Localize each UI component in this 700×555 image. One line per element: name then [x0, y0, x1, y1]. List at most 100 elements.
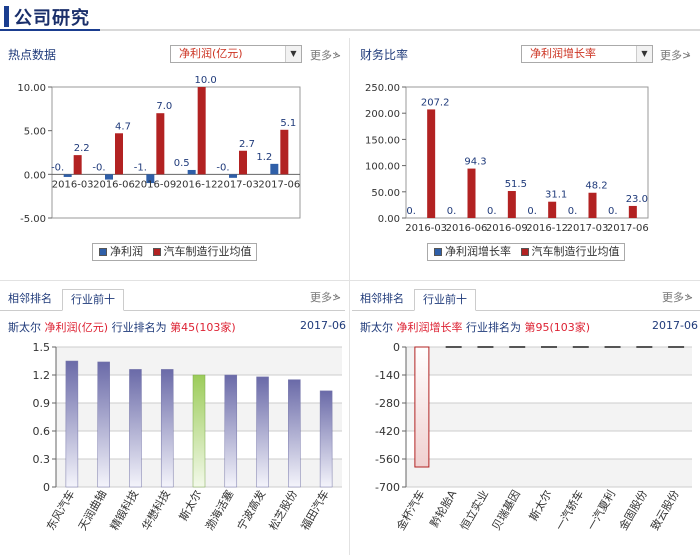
x-tick-label: 2016-12 [526, 223, 568, 234]
grid-band [406, 347, 692, 375]
ratio-more-link[interactable]: 更多> [660, 49, 692, 62]
grid-band [406, 459, 692, 487]
rank-bar [224, 374, 238, 488]
ratio-title: 财务比率 [360, 48, 409, 62]
rank-bar [65, 360, 79, 488]
y-tick-label: 0.00 [24, 170, 46, 181]
x-tick-label: 2016-09 [134, 179, 176, 190]
data-label: 51.5 [505, 179, 527, 190]
x-tick-label: 致云股份 [648, 488, 682, 533]
hot-metric-select-value: 净利润(亿元) [179, 47, 243, 60]
rank-left-rank: 第45(103家) [170, 321, 236, 334]
bar-company [146, 174, 155, 184]
legend-swatch-blue [99, 248, 107, 256]
x-tick-label: 2016-09 [486, 223, 528, 234]
rank-left-rank-text: 行业排名为 [111, 321, 167, 334]
rank-bar [97, 361, 110, 488]
bar-industry [548, 201, 557, 218]
rank-bar [541, 346, 557, 348]
bar-industry [467, 168, 476, 218]
tab-top-ten-right[interactable]: 行业前十 [414, 289, 476, 311]
ratio-legend-series-2: 汽车制造行业均值 [531, 245, 620, 258]
hot-legend-series-1: 净利润 [110, 245, 143, 258]
rank-bar [668, 346, 685, 348]
chevron-down-icon[interactable]: ▼ [636, 46, 652, 62]
rank-left-more-arrow-icon[interactable]: › [334, 289, 339, 302]
rank-right-rank: 第95(103家) [524, 321, 591, 334]
rank-right-date: 2017-06 [652, 319, 698, 332]
rank-right-company: 斯太尔 [360, 321, 393, 334]
vertical-divider [349, 38, 350, 555]
y-tick-label: 0.3 [33, 453, 51, 466]
rank-right-more-link[interactable]: 更多> [662, 291, 694, 304]
grid-band [406, 375, 692, 403]
data-label: 48.2 [585, 181, 607, 192]
bar-company [270, 163, 279, 175]
rank-left-more-label: 更多 [310, 291, 332, 304]
ratio-legend: 净利润增长率 汽车制造行业均值 [427, 243, 625, 261]
x-tick-label: 松芝股份 [266, 488, 300, 533]
legend-swatch-red [152, 248, 161, 256]
data-label: 4.7 [115, 121, 131, 132]
data-label: 0. [406, 206, 416, 217]
rank-right-more-arrow-icon[interactable]: › [686, 289, 691, 302]
bar-company [105, 174, 113, 180]
x-tick-label: 天润曲轴 [75, 488, 109, 533]
y-tick-label: 100.00 [365, 162, 400, 173]
data-label: 7.0 [156, 101, 172, 112]
tab-adjacent-rank-left[interactable]: 相邻排名 [8, 292, 52, 305]
x-tick-label: 东风汽车 [43, 488, 77, 533]
x-tick-label: 一汽夏利 [584, 488, 618, 533]
rank-bar [319, 390, 333, 488]
y-tick-label: 200.00 [365, 109, 400, 120]
data-label: 1.2 [256, 152, 272, 163]
x-tick-label: 2017-03 [217, 179, 259, 190]
horizontal-divider-left [0, 280, 349, 281]
chevron-down-icon[interactable]: ▼ [285, 46, 301, 62]
rank-bar [192, 374, 206, 488]
data-label: 0. [447, 206, 457, 217]
ratio-more-arrow-icon[interactable]: › [686, 47, 691, 60]
ratio-more-label: 更多 [660, 49, 682, 62]
x-tick-label: 福田汽车 [298, 488, 332, 533]
rank-bar [256, 376, 269, 488]
hot-more-arrow-icon[interactable]: › [334, 47, 339, 60]
legend-swatch-red [520, 248, 529, 256]
x-tick-label: 2016-06 [446, 223, 488, 234]
data-label: 31.1 [545, 190, 567, 201]
bar-industry [427, 109, 436, 218]
x-tick-label: 黔轮胎A [427, 487, 460, 530]
y-tick-label: 250.00 [365, 83, 400, 94]
data-label: 10.0 [195, 76, 217, 86]
header-underline [0, 29, 700, 31]
hot-more-link[interactable]: 更多> [310, 49, 342, 62]
tab-adjacent-rank-right[interactable]: 相邻排名 [360, 292, 404, 305]
rank-left-company: 斯太尔 [8, 321, 41, 334]
rank-left-tabs: 相邻排名 行业前十 [0, 285, 345, 311]
rank-bar [604, 346, 621, 348]
y-tick-label: -700 [375, 481, 400, 494]
data-label: -0. [216, 162, 229, 173]
rank-bar [414, 346, 430, 468]
rank-left-summary: 斯太尔 净利润(亿元) 行业排名为 第45(103家) [8, 319, 236, 335]
y-tick-label: 0.9 [33, 397, 51, 410]
x-tick-label: 华懋科技 [139, 488, 173, 533]
x-tick-label: 2016-12 [176, 179, 218, 190]
ratio-metric-select-value: 净利润增长率 [530, 47, 596, 60]
hot-metric-select[interactable]: 净利润(亿元) ▼ [170, 45, 302, 63]
x-tick-label: 斯太尔 [527, 488, 555, 523]
data-label: 0. [487, 206, 497, 217]
data-label: 0.5 [174, 158, 190, 169]
data-label: 207.2 [421, 97, 450, 108]
tab-top-ten-left[interactable]: 行业前十 [62, 289, 124, 311]
x-tick-label: 金固股份 [616, 488, 650, 533]
rank-left-more-link[interactable]: 更多> [310, 291, 342, 304]
x-tick-label: 2016-03 [52, 179, 94, 190]
y-tick-label: 50.00 [371, 188, 400, 199]
section-header: 公司研究 [0, 0, 700, 36]
x-tick-label: 2017-06 [607, 223, 649, 234]
data-label: 5.1 [280, 118, 296, 129]
rank-bar [477, 346, 494, 348]
ratio-metric-select[interactable]: 净利润增长率 ▼ [521, 45, 653, 63]
